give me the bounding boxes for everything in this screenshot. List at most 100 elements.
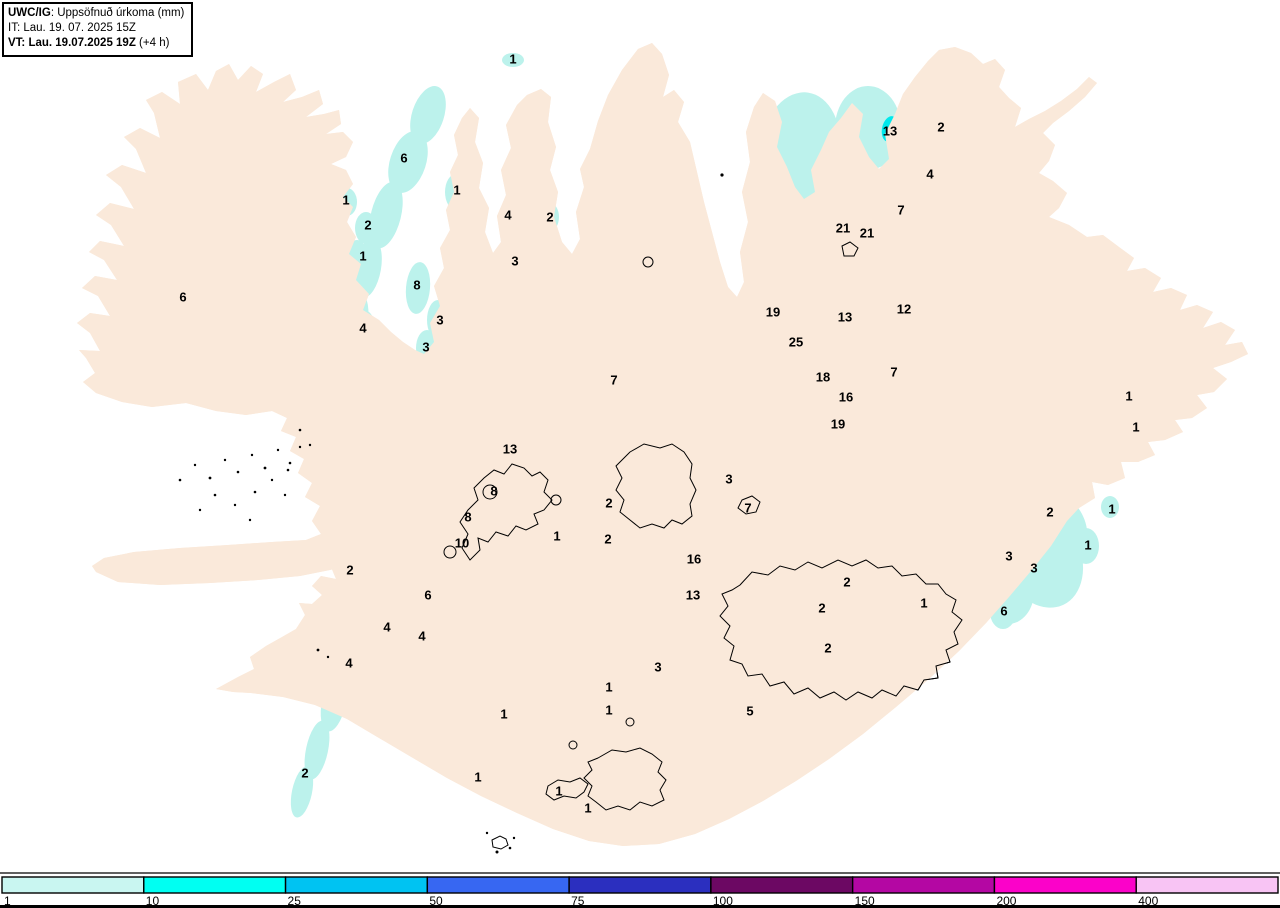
precip-value-label: 4 bbox=[418, 629, 426, 644]
legend-segment bbox=[1, 876, 145, 894]
title-line-product: UWC/IG: Uppsöfnuð úrkoma (mm) bbox=[8, 6, 184, 21]
legend-threshold-label: 25 bbox=[288, 894, 302, 908]
precip-value-label: 1 bbox=[342, 193, 349, 208]
small-lake-1 bbox=[550, 494, 562, 506]
precip-value-label: 6 bbox=[400, 151, 407, 166]
precip-value-label: 19 bbox=[766, 305, 780, 320]
precip-value-label: 13 bbox=[503, 442, 517, 457]
precip-value-label: 18 bbox=[816, 370, 830, 385]
precip-value-label: 2 bbox=[824, 641, 831, 656]
precip-value-label: 4 bbox=[504, 208, 512, 223]
small-lake-3 bbox=[642, 256, 654, 268]
precip-value-label: 1 bbox=[1125, 389, 1132, 404]
legend-segment bbox=[568, 876, 712, 894]
legend-segment bbox=[710, 876, 854, 894]
precip-value-label: 2 bbox=[364, 218, 371, 233]
hofsjokull-outline bbox=[615, 443, 697, 529]
vatnajokull-outline bbox=[719, 559, 963, 701]
myrdalsjokull-outline bbox=[583, 747, 667, 811]
legend-threshold-label: 150 bbox=[855, 894, 875, 908]
precip-value-label: 2 bbox=[546, 210, 553, 225]
precip-value-label: 4 bbox=[345, 656, 353, 671]
small-lake-5 bbox=[625, 717, 635, 727]
precip-value-label: 3 bbox=[422, 340, 429, 355]
legend-segment bbox=[993, 876, 1137, 894]
precip-value-label: 3 bbox=[725, 472, 732, 487]
precip-value-label: 1 bbox=[500, 707, 507, 722]
precip-value-label: 19 bbox=[831, 417, 845, 432]
precip-value-label: 7 bbox=[744, 501, 751, 516]
precip-value-label: 3 bbox=[1030, 561, 1037, 576]
precip-value-label: 1 bbox=[359, 249, 366, 264]
precip-value-label: 12 bbox=[897, 302, 911, 317]
precip-value-label: 1 bbox=[553, 529, 560, 544]
precip-value-label: 1 bbox=[555, 784, 562, 799]
legend-threshold-label: 200 bbox=[996, 894, 1016, 908]
precip-value-label: 4 bbox=[383, 620, 391, 635]
langjokull-outline bbox=[459, 463, 553, 561]
precip-value-label: 1 bbox=[1108, 502, 1115, 517]
legend-threshold-label: 75 bbox=[571, 894, 585, 908]
outlines bbox=[76, 42, 1249, 850]
precip-value-label: 6 bbox=[179, 290, 186, 305]
precip-value-label: 13 bbox=[883, 124, 897, 139]
precip-value-label: 6 bbox=[424, 588, 431, 603]
precip-value-label: 4 bbox=[926, 167, 934, 182]
precip-value-label: 2 bbox=[301, 766, 308, 781]
valid-time-offset: (+4 h) bbox=[135, 37, 170, 50]
precip-value-label: 1 bbox=[1084, 538, 1091, 553]
precip-value-label: 10 bbox=[455, 536, 469, 551]
precip-value-label: 1 bbox=[920, 596, 927, 611]
precip-value-label: 2 bbox=[1046, 505, 1053, 520]
product-name: : Uppsöfnuð úrkoma (mm) bbox=[50, 7, 185, 19]
precip-value-label: 3 bbox=[436, 313, 443, 328]
precip-value-label: 16 bbox=[687, 552, 701, 567]
precip-value-label: 5 bbox=[746, 704, 753, 719]
precip-value-label: 16 bbox=[839, 390, 853, 405]
precip-value-label: 2 bbox=[937, 120, 944, 135]
precip-value-label: 7 bbox=[897, 203, 904, 218]
heimaey-island bbox=[491, 835, 509, 850]
legend-threshold-label: 100 bbox=[713, 894, 733, 908]
precip-value-label: 3 bbox=[511, 254, 518, 269]
precip-value-label: 3 bbox=[1005, 549, 1012, 564]
legend-segment bbox=[143, 876, 287, 894]
precip-value-label: 1 bbox=[509, 52, 516, 67]
legend-threshold-label: 50 bbox=[429, 894, 443, 908]
eyjafjallajokull-outline bbox=[545, 777, 589, 801]
precip-value-label: 1 bbox=[453, 183, 460, 198]
precip-value-label: 2 bbox=[843, 575, 850, 590]
precip-value-label: 1 bbox=[1132, 420, 1139, 435]
precip-value-label: 1 bbox=[605, 703, 612, 718]
title-line-valid-time: VT: Lau. 19.07.2025 19Z (+4 h) bbox=[8, 36, 184, 51]
precip-value-label: 8 bbox=[464, 510, 471, 525]
precip-value-label: 7 bbox=[890, 365, 897, 380]
precip-value-label: 1 bbox=[605, 680, 612, 695]
small-lake-2 bbox=[443, 545, 457, 559]
small-lake-4 bbox=[568, 740, 578, 750]
legend-threshold-label: 400 bbox=[1138, 894, 1158, 908]
precip-value-label: 13 bbox=[686, 588, 700, 603]
legend-colorbar: 1 10 25 50 75 100 150 200 400 bbox=[1, 876, 1279, 908]
product-code: UWC/IG bbox=[8, 7, 51, 19]
valid-time: VT: Lau. 19.07.2025 19Z bbox=[8, 37, 136, 50]
precip-value-label: 6 bbox=[1000, 604, 1007, 619]
precip-value-label: 21 bbox=[860, 226, 874, 241]
precip-value-label: 13 bbox=[838, 310, 852, 325]
precip-value-label: 8 bbox=[490, 484, 497, 499]
precip-value-label: 1 bbox=[474, 770, 481, 785]
precip-value-label: 2 bbox=[346, 563, 353, 578]
precip-value-label: 2 bbox=[605, 496, 612, 511]
precip-value-label: 2 bbox=[604, 532, 611, 547]
tungnafellsjokull-outline bbox=[737, 495, 761, 515]
legend-threshold-label: 10 bbox=[146, 894, 160, 908]
legend-segment bbox=[1135, 876, 1279, 894]
island-specks bbox=[178, 173, 724, 854]
legend-segment bbox=[284, 876, 429, 894]
precip-value-label: 25 bbox=[789, 335, 803, 350]
precip-value-label: 2 bbox=[818, 601, 825, 616]
precip-value-label: 3 bbox=[654, 660, 661, 675]
precip-value-label: 8 bbox=[413, 278, 420, 293]
